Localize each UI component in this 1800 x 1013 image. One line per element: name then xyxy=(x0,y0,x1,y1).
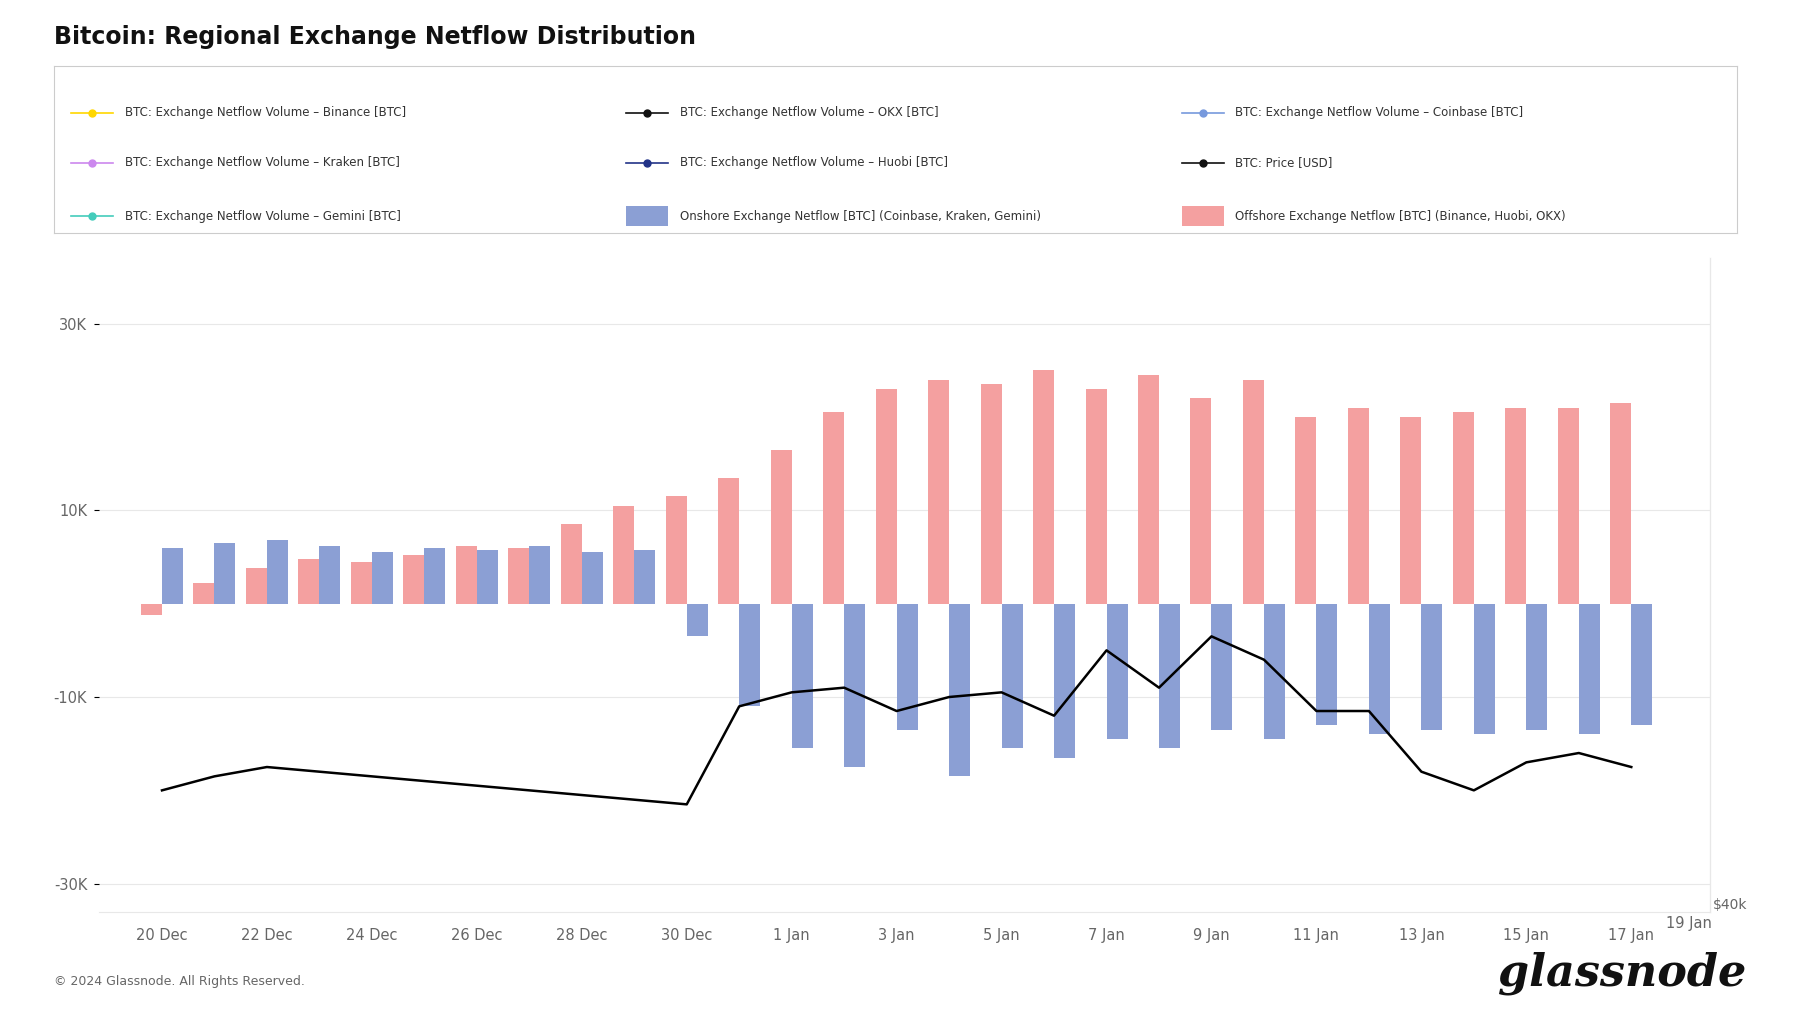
Bar xyxy=(1244,380,1264,604)
Bar xyxy=(688,604,707,636)
Bar xyxy=(1055,604,1075,758)
Bar xyxy=(1631,604,1652,725)
Bar xyxy=(477,549,499,604)
Bar xyxy=(1370,604,1390,734)
Bar xyxy=(266,540,288,604)
FancyBboxPatch shape xyxy=(626,207,668,226)
Bar xyxy=(425,548,445,604)
Bar xyxy=(214,543,236,604)
Bar xyxy=(1264,604,1285,739)
Bar xyxy=(1557,407,1579,604)
Bar xyxy=(929,380,949,604)
Bar xyxy=(508,548,529,604)
Bar xyxy=(247,568,266,604)
Bar xyxy=(299,559,319,604)
Bar xyxy=(981,384,1001,604)
Bar xyxy=(896,604,918,729)
Text: BTC: Exchange Netflow Volume – OKX [BTC]: BTC: Exchange Netflow Volume – OKX [BTC] xyxy=(680,106,940,120)
Bar xyxy=(614,505,634,604)
Bar xyxy=(1579,604,1600,734)
Text: Bitcoin: Regional Exchange Netflow Distribution: Bitcoin: Regional Exchange Netflow Distr… xyxy=(54,25,697,50)
Bar xyxy=(1001,604,1022,749)
Text: Offshore Exchange Netflow [BTC] (Binance, Huobi, OKX): Offshore Exchange Netflow [BTC] (Binance… xyxy=(1235,210,1566,223)
Bar xyxy=(949,604,970,776)
Text: BTC: Price [USD]: BTC: Price [USD] xyxy=(1235,156,1332,169)
Bar xyxy=(770,450,792,604)
Bar xyxy=(1316,604,1337,725)
Bar xyxy=(792,604,812,749)
Bar xyxy=(581,552,603,604)
Bar xyxy=(1296,417,1316,604)
Bar xyxy=(455,546,477,604)
Text: 19 Jan: 19 Jan xyxy=(1667,917,1712,931)
Bar xyxy=(1611,403,1631,604)
Bar xyxy=(162,548,184,604)
Bar xyxy=(1107,604,1127,739)
Text: Onshore Exchange Netflow [BTC] (Coinbase, Kraken, Gemini): Onshore Exchange Netflow [BTC] (Coinbase… xyxy=(680,210,1040,223)
Text: $40k: $40k xyxy=(1714,899,1748,913)
Bar xyxy=(562,525,581,604)
Text: BTC: Exchange Netflow Volume – Binance [BTC]: BTC: Exchange Netflow Volume – Binance [… xyxy=(124,106,405,120)
Bar xyxy=(319,546,340,604)
Bar xyxy=(1190,398,1211,604)
Bar xyxy=(740,604,760,706)
Text: © 2024 Glassnode. All Rights Reserved.: © 2024 Glassnode. All Rights Reserved. xyxy=(54,975,304,988)
Bar xyxy=(1474,604,1494,734)
Text: BTC: Exchange Netflow Volume – Kraken [BTC]: BTC: Exchange Netflow Volume – Kraken [B… xyxy=(124,156,400,169)
Bar xyxy=(351,561,373,604)
Bar xyxy=(529,546,551,604)
Bar xyxy=(193,583,214,604)
Bar xyxy=(844,604,866,767)
Bar xyxy=(140,604,162,615)
Text: BTC: Exchange Netflow Volume – Gemini [BTC]: BTC: Exchange Netflow Volume – Gemini [B… xyxy=(124,210,401,223)
Text: BTC: Exchange Netflow Volume – Huobi [BTC]: BTC: Exchange Netflow Volume – Huobi [BT… xyxy=(680,156,949,169)
Bar xyxy=(1505,407,1526,604)
Bar xyxy=(666,496,688,604)
Bar xyxy=(373,552,392,604)
Bar xyxy=(1453,412,1474,604)
Text: BTC: Exchange Netflow Volume – Coinbase [BTC]: BTC: Exchange Netflow Volume – Coinbase … xyxy=(1235,106,1523,120)
Bar xyxy=(875,389,896,604)
FancyBboxPatch shape xyxy=(1181,207,1224,226)
Text: glassnode: glassnode xyxy=(1498,951,1746,995)
Bar xyxy=(1526,604,1548,729)
Bar xyxy=(823,412,844,604)
Bar xyxy=(1400,417,1422,604)
Bar xyxy=(1138,375,1159,604)
Bar xyxy=(718,478,740,604)
Bar xyxy=(1422,604,1442,729)
Bar xyxy=(1159,604,1181,749)
Bar xyxy=(1085,389,1107,604)
Bar xyxy=(403,555,425,604)
Bar xyxy=(1211,604,1233,729)
Bar xyxy=(634,549,655,604)
Bar xyxy=(1033,371,1055,604)
Bar xyxy=(1348,407,1370,604)
